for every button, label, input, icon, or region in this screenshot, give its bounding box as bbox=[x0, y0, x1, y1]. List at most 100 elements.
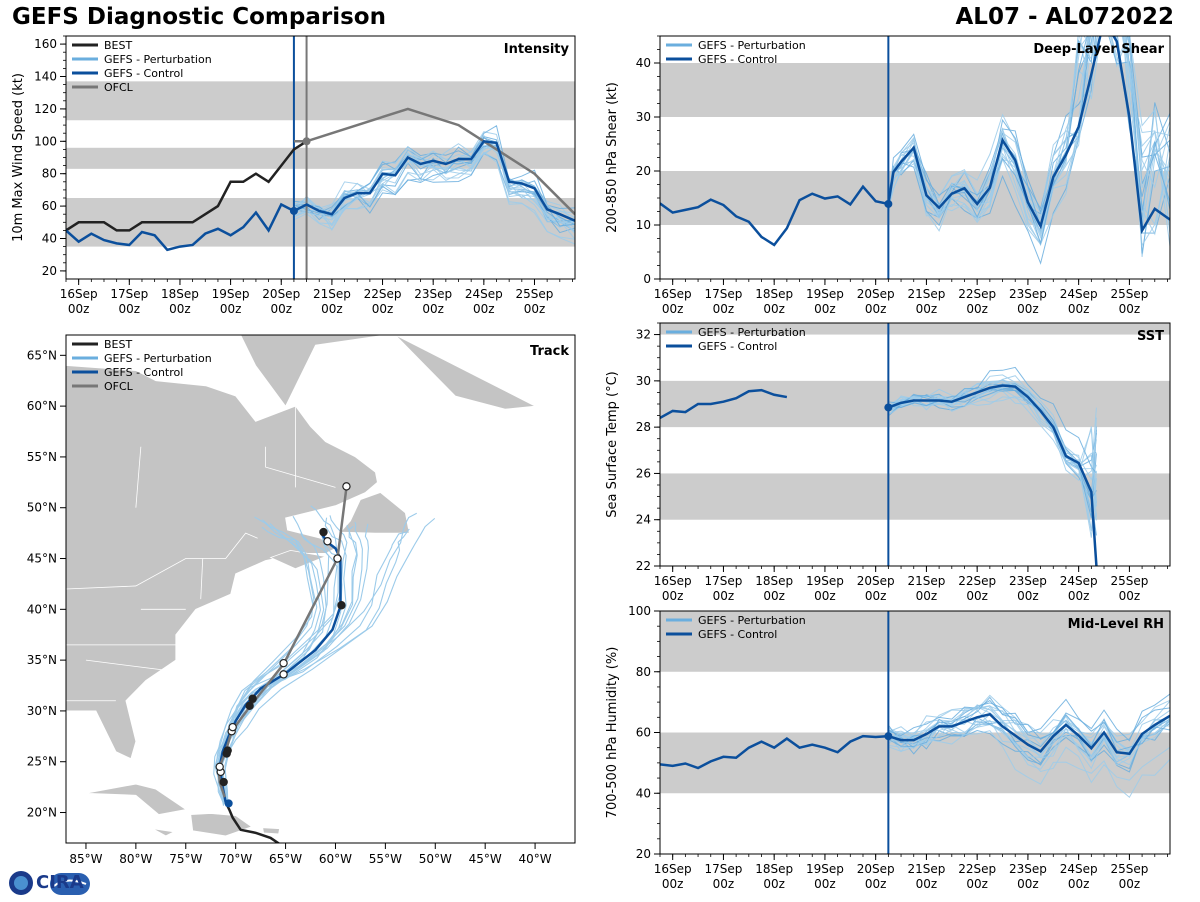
x-tick-date: 16Sep bbox=[60, 287, 98, 301]
lon-tick-label: 70°W bbox=[219, 852, 252, 866]
perturbation-member-line bbox=[888, 715, 1170, 770]
lon-tick-label: 40°W bbox=[519, 852, 552, 866]
x-tick-date: 17Sep bbox=[110, 287, 148, 301]
legend-label: GEFS - Perturbation bbox=[698, 39, 806, 52]
perturbation-member-line bbox=[887, 36, 1170, 246]
y-tick-label: 40 bbox=[42, 232, 57, 246]
ofcl-init-marker bbox=[302, 137, 311, 146]
perturbation-member-line bbox=[888, 696, 1170, 752]
forecast-point-marker bbox=[279, 658, 288, 668]
x-tick-date: 16Sep bbox=[654, 862, 692, 876]
series-best bbox=[66, 140, 308, 232]
lat-tick-label: 35°N bbox=[27, 653, 57, 667]
y-tick-label: 100 bbox=[628, 604, 651, 618]
x-tick-date: 18Sep bbox=[755, 574, 793, 588]
forecast-point-marker bbox=[337, 601, 346, 610]
legend-label: GEFS - Control bbox=[698, 53, 777, 66]
shaded-band bbox=[660, 380, 1170, 428]
x-tick-hour: 00z bbox=[68, 302, 90, 316]
forecast-point-marker bbox=[223, 746, 232, 755]
legend-label: OFCL bbox=[104, 380, 134, 393]
x-tick-date: 16Sep bbox=[654, 574, 692, 588]
x-tick-hour: 00z bbox=[1119, 589, 1141, 603]
control-track-line bbox=[218, 529, 342, 803]
x-tick-hour: 00z bbox=[865, 302, 887, 316]
x-tick-date: 23Sep bbox=[1009, 862, 1047, 876]
x-tick-hour: 00z bbox=[662, 589, 684, 603]
shaded-band bbox=[66, 81, 575, 121]
figure-title: GEFS Diagnostic Comparison bbox=[12, 4, 386, 30]
x-tick-date: 21Sep bbox=[907, 862, 945, 876]
y-tick-label: 80 bbox=[636, 665, 651, 679]
perturbation-member-line bbox=[888, 390, 1097, 481]
x-tick-date: 25Sep bbox=[1110, 862, 1148, 876]
x-tick-date: 16Sep bbox=[654, 287, 692, 301]
logo-text: CIRA bbox=[36, 872, 84, 893]
map-area bbox=[66, 335, 575, 843]
x-tick-date: 17Sep bbox=[704, 862, 742, 876]
series-gefs-control bbox=[660, 36, 1170, 247]
shaded-band bbox=[660, 323, 1170, 335]
perturbation-track-line bbox=[219, 505, 339, 802]
series-ofcl bbox=[293, 107, 575, 216]
y-tick-label: 40 bbox=[636, 786, 651, 800]
series-gefs-control bbox=[66, 139, 575, 252]
x-tick-date: 19Sep bbox=[806, 287, 844, 301]
y-tick-label: 80 bbox=[42, 167, 57, 181]
storm-id-label: AL07 - AL072022 bbox=[955, 4, 1175, 30]
lat-tick-label: 55°N bbox=[27, 450, 57, 464]
land-mass bbox=[85, 783, 187, 815]
legend-label: GEFS - Perturbation bbox=[104, 53, 212, 66]
perturbation-member-line bbox=[888, 730, 1170, 799]
lat-tick-label: 60°N bbox=[27, 399, 57, 413]
x-tick-date: 19Sep bbox=[212, 287, 250, 301]
y-tick-label: 20 bbox=[636, 164, 651, 178]
panel-title: Track bbox=[530, 344, 569, 359]
forecast-point-marker bbox=[279, 670, 288, 679]
x-tick-hour: 00z bbox=[662, 877, 684, 891]
series-gefs-control bbox=[887, 384, 1098, 566]
legend-label: GEFS - Control bbox=[698, 628, 777, 641]
x-tick-hour: 00z bbox=[1068, 589, 1090, 603]
lon-tick-label: 45°W bbox=[469, 852, 502, 866]
x-tick-date: 24Sep bbox=[1060, 862, 1098, 876]
shaded-band bbox=[660, 171, 1170, 225]
legend-label: GEFS - Control bbox=[698, 340, 777, 353]
forecast-point-marker bbox=[245, 701, 254, 711]
x-tick-hour: 00z bbox=[814, 877, 836, 891]
x-tick-hour: 00z bbox=[220, 302, 242, 316]
x-tick-hour: 00z bbox=[713, 589, 735, 603]
plot-area bbox=[66, 36, 575, 279]
x-tick-date: 25Sep bbox=[1110, 287, 1148, 301]
panel-title: Intensity bbox=[504, 42, 570, 57]
panel-sst: 22 24 26 28 30 32 Sea Surface Temp (°C) SST 16Se… bbox=[605, 322, 1171, 603]
x-tick-date: 22Sep bbox=[364, 287, 402, 301]
lon-tick-label: 50°W bbox=[419, 852, 452, 866]
x-tick-hour: 00z bbox=[763, 589, 785, 603]
y-tick-label: 22 bbox=[636, 559, 651, 573]
x-tick-date: 23Sep bbox=[414, 287, 452, 301]
legend-label: GEFS - Control bbox=[104, 366, 183, 379]
x-tick-hour: 00z bbox=[916, 589, 938, 603]
land-mass bbox=[152, 828, 176, 837]
y-tick-label: 100 bbox=[34, 134, 57, 148]
y-tick-label: 140 bbox=[34, 70, 57, 84]
plot-area bbox=[660, 323, 1170, 566]
x-tick-hour: 00z bbox=[1119, 302, 1141, 316]
x-tick-date: 24Sep bbox=[465, 287, 503, 301]
series-gefs-control bbox=[660, 712, 1170, 770]
x-tick-date: 20Sep bbox=[857, 574, 895, 588]
perturbation-member-line bbox=[887, 36, 1170, 229]
y-tick-label: 0 bbox=[643, 272, 651, 286]
state-border-line bbox=[135, 446, 142, 508]
perturbation-member-line bbox=[887, 388, 1097, 517]
lat-tick-label: 25°N bbox=[27, 755, 57, 769]
x-tick-date: 21Sep bbox=[907, 574, 945, 588]
legend-label: GEFS - Perturbation bbox=[698, 614, 806, 627]
x-tick-hour: 00z bbox=[763, 877, 785, 891]
x-tick-hour: 00z bbox=[763, 302, 785, 316]
lat-tick-label: 40°N bbox=[27, 602, 57, 616]
panel-title: SST bbox=[1137, 329, 1164, 344]
legend-label: BEST bbox=[104, 338, 132, 351]
y-tick-label: 28 bbox=[636, 420, 651, 434]
